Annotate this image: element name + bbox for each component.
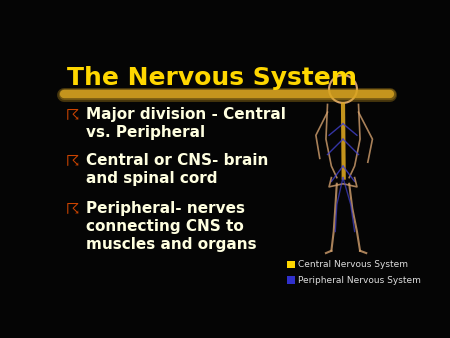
Text: ☈: ☈ [66,201,79,216]
Text: The Nervous System: The Nervous System [67,66,357,90]
Text: Peripheral Nervous System: Peripheral Nervous System [298,275,421,285]
Text: ☈: ☈ [66,153,79,168]
Text: Central or CNS- brain
and spinal cord: Central or CNS- brain and spinal cord [86,153,268,186]
Bar [287,276,295,284]
Bar [287,261,295,268]
Text: Peripheral- nerves
connecting CNS to
muscles and organs: Peripheral- nerves connecting CNS to mus… [86,201,256,252]
Text: Central Nervous System: Central Nervous System [298,260,408,269]
Text: ☈: ☈ [66,107,79,122]
Text: Major division - Central
vs. Peripheral: Major division - Central vs. Peripheral [86,107,286,140]
